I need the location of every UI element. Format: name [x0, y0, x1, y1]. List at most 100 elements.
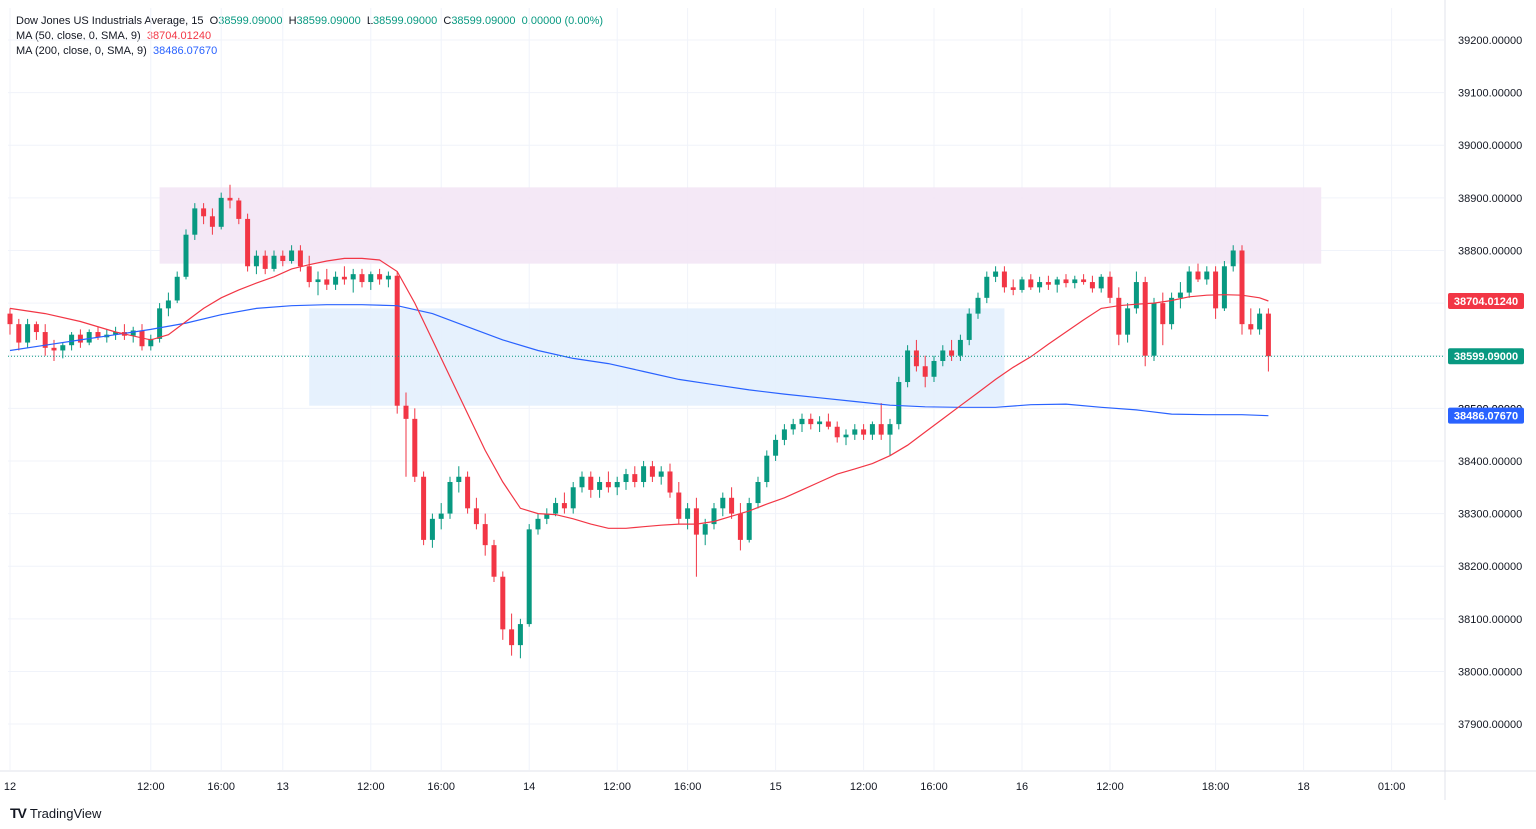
candle	[148, 334, 154, 351]
candle	[773, 434, 779, 461]
candle	[1133, 271, 1139, 314]
candle	[781, 424, 787, 446]
candle	[861, 424, 867, 440]
candle-body	[473, 508, 479, 525]
candle-body	[447, 482, 453, 514]
ma200-value: 38486.07670	[152, 45, 218, 57]
candle-body	[165, 300, 171, 309]
candle	[561, 492, 567, 514]
y-tick-label: 38200.00000	[1458, 561, 1522, 573]
candle-body	[500, 576, 506, 630]
candle-body	[1045, 282, 1051, 285]
candle-body	[922, 366, 928, 377]
candle-body	[702, 524, 708, 535]
current-price-tag-text: 38599.09000	[1454, 351, 1518, 363]
candle	[693, 497, 699, 577]
candle	[394, 271, 400, 414]
candle-body	[949, 350, 955, 356]
x-tick-label: 18	[1297, 781, 1309, 793]
candle-body	[16, 324, 22, 343]
candle	[7, 308, 13, 335]
candle-body	[790, 424, 796, 430]
candle	[957, 334, 963, 361]
candle	[1239, 245, 1245, 335]
candle	[368, 271, 374, 290]
candle	[121, 324, 127, 340]
ma200-label: MA (200, close, 0, SMA, 9)	[16, 45, 147, 57]
candle-body	[1072, 279, 1078, 284]
candle	[201, 203, 207, 225]
candle	[306, 255, 312, 288]
candle-body	[729, 497, 735, 514]
candle	[676, 482, 682, 525]
candle	[729, 487, 735, 519]
candle-body	[289, 250, 295, 262]
candle	[570, 482, 576, 514]
candle	[711, 503, 717, 530]
candle	[1257, 308, 1263, 335]
candle-body	[324, 279, 330, 285]
tradingview-branding[interactable]: TV TradingView	[10, 805, 101, 821]
candle-body	[509, 629, 515, 646]
candle-body	[77, 334, 83, 343]
candle	[1142, 276, 1148, 367]
candle-body	[799, 418, 805, 425]
candle	[1107, 271, 1113, 304]
candle	[227, 184, 233, 209]
price-chart[interactable]: 39200.00000 39100.00000 39000.00000 38900.0…	[0, 0, 1536, 800]
candle	[966, 308, 972, 346]
candle	[1054, 276, 1060, 293]
candle	[605, 471, 611, 493]
candle	[913, 339, 919, 372]
candle	[130, 326, 136, 343]
candle-body	[869, 424, 875, 435]
candle	[1195, 263, 1201, 283]
candle	[473, 497, 479, 530]
candle-body	[685, 508, 691, 519]
candle-body	[597, 482, 603, 490]
candle	[333, 271, 339, 290]
candle-body	[227, 197, 233, 201]
candle	[385, 271, 391, 288]
x-tick-label: 12:00	[137, 781, 165, 793]
x-tick-label: 14	[523, 781, 535, 793]
candle	[614, 476, 620, 496]
x-tick-label: 12	[4, 781, 16, 793]
y-tick-label: 38300.00000	[1458, 509, 1522, 521]
candle	[667, 463, 673, 498]
candle	[438, 503, 444, 530]
ma50-price-tag: 38704.01240	[1448, 292, 1524, 309]
candle-body	[359, 274, 365, 283]
legend-ma50-row[interactable]: MA (50, close, 0, SMA, 9) 38704.01240	[16, 29, 603, 44]
candle	[1063, 274, 1069, 288]
candle	[1177, 282, 1183, 309]
candle-body	[817, 421, 823, 425]
candle-body	[579, 476, 585, 488]
candle	[1089, 275, 1095, 293]
candle	[403, 392, 409, 477]
candle-body	[588, 476, 594, 490]
candle	[825, 413, 831, 430]
candle-body	[341, 276, 347, 280]
candle-body	[1028, 279, 1034, 288]
candle	[377, 268, 383, 285]
candle	[86, 329, 92, 346]
candle	[658, 466, 664, 485]
candle-body	[605, 482, 611, 488]
candle	[1010, 279, 1016, 296]
candle-body	[1265, 313, 1271, 357]
symbol-title[interactable]: Dow Jones US Industrials Average, 15	[16, 15, 204, 27]
candle-body	[658, 471, 664, 477]
candle-body	[861, 429, 867, 435]
ma200-line	[9, 304, 1269, 417]
candle	[42, 324, 48, 356]
x-tick-label: 16	[1016, 781, 1028, 793]
candle-body	[157, 308, 163, 339]
candle-body	[86, 332, 92, 343]
candle-body	[1213, 271, 1219, 309]
candle-body	[1151, 303, 1157, 356]
candle-body	[245, 218, 251, 267]
legend-ma200-row[interactable]: MA (200, close, 0, SMA, 9) 38486.07670	[16, 44, 603, 59]
candle-body	[526, 529, 532, 625]
candle	[975, 292, 981, 319]
